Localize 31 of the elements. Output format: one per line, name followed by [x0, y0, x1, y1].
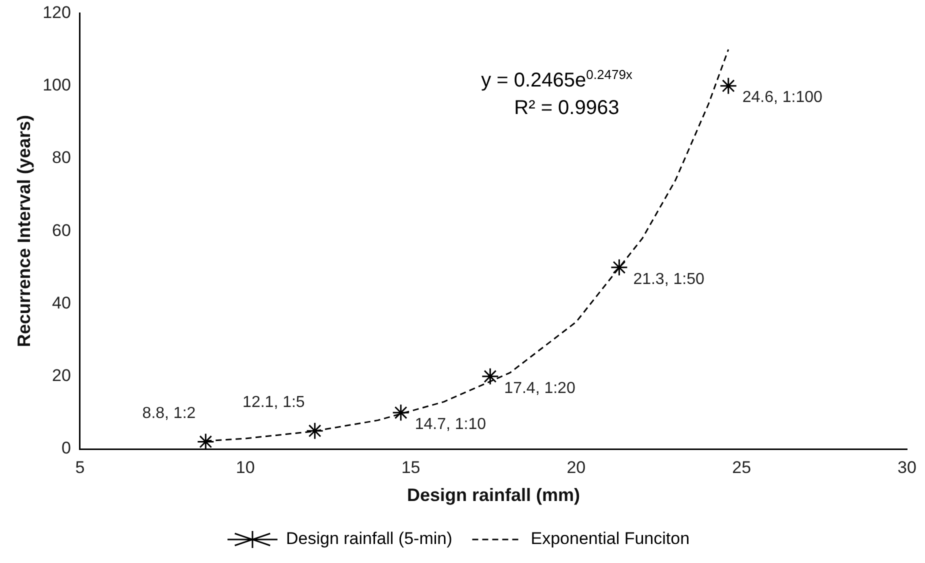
data-label: 12.1, 1:5 — [242, 394, 305, 412]
y-axis-title: Recurrence Interval (years) — [14, 115, 34, 348]
data-label: 14.7, 1:10 — [414, 416, 486, 434]
y-tick-label: 100 — [42, 76, 71, 95]
x-tick-label: 20 — [566, 458, 586, 477]
data-label: 21.3, 1:50 — [633, 270, 704, 288]
x-tick-label: 15 — [401, 458, 420, 477]
y-tick-label: 60 — [52, 220, 71, 240]
data-label: 17.4, 1:20 — [504, 380, 576, 397]
legend-label: Design rainfall (5-min) — [286, 529, 452, 548]
annotation: R² = 0.9963 — [514, 97, 620, 120]
legend-label: Exponential Funciton — [530, 529, 690, 548]
y-tick-label: 120 — [42, 2, 71, 22]
x-tick-label: 10 — [236, 458, 255, 477]
point — [610, 258, 628, 276]
x-tick-label: 5 — [75, 458, 85, 477]
x-axis-title: Design rainfall (mm) — [406, 485, 580, 506]
data-label: 24.6, 1:100 — [742, 89, 823, 106]
y-tick-label: 0 — [61, 438, 71, 458]
point — [306, 422, 324, 440]
x-tick-label: 30 — [898, 458, 916, 477]
point — [392, 404, 410, 422]
data-label: 8.8, 1:2 — [142, 405, 196, 422]
point — [481, 368, 499, 386]
point — [196, 432, 214, 449]
point — [720, 77, 738, 95]
annotation: y = 0.2465e$^{0.2479x}$ — [481, 67, 632, 93]
y-tick-label: 20 — [52, 366, 71, 386]
y-tick-label: 80 — [52, 148, 71, 168]
x-tick-label: 25 — [732, 458, 752, 477]
y-tick-label: 40 — [52, 293, 71, 312]
